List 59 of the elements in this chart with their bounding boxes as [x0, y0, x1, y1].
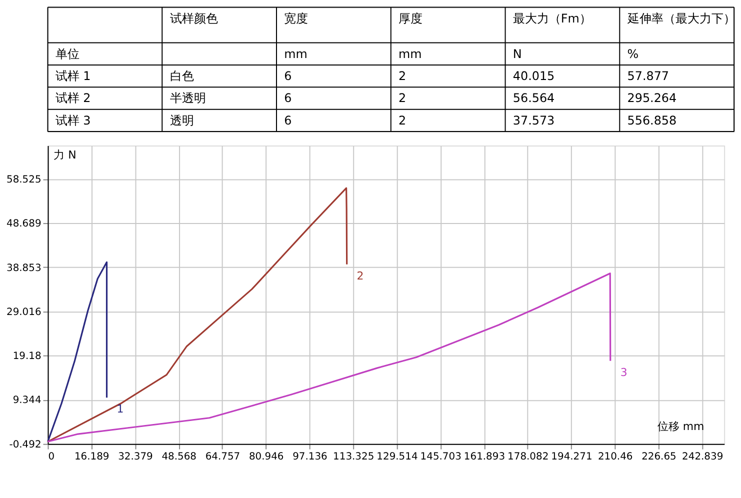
- x-tick-label: 80.946: [248, 451, 284, 462]
- text: 6: [284, 69, 292, 84]
- x-tick-label: 32.379: [118, 451, 153, 462]
- x-tick-label: 97.136: [292, 451, 328, 462]
- x-tick-label: 16.189: [74, 451, 110, 462]
- x-tick-label: 210.46: [598, 451, 633, 462]
- category-label: 延伸率（最大力下）: [626, 11, 736, 26]
- x-tick-label: 129.514: [376, 451, 418, 462]
- category-label: 单位: [55, 46, 80, 61]
- text: 57.877: [627, 69, 669, 84]
- category-label: 试样 3: [55, 113, 91, 128]
- x-tick-label: 145.703: [420, 451, 462, 462]
- text: 37.573: [512, 113, 555, 128]
- x-tick-label: 226.65: [642, 451, 676, 462]
- line-series: [46, 187, 348, 442]
- series-label: 1: [116, 402, 124, 416]
- series-label: 3: [620, 366, 628, 379]
- text: %: [627, 46, 639, 61]
- y-tick-label: 48.689: [6, 218, 42, 230]
- x-tick-label: 113.325: [333, 451, 374, 462]
- x-tick-label: 194.271: [551, 451, 592, 462]
- y-axis-title: 力 N: [54, 148, 76, 162]
- text: mm: [398, 46, 422, 61]
- text: 2: [398, 91, 406, 106]
- text: 半透明: [170, 91, 206, 106]
- y-tick-label: 58.525: [6, 174, 42, 186]
- text: 白色: [170, 69, 194, 84]
- series-label: 2: [356, 269, 364, 282]
- y-tick-label: -0.492: [9, 439, 42, 450]
- text: 6: [284, 113, 292, 128]
- x-tick-label: 48.568: [162, 451, 196, 462]
- text: 40.015: [512, 69, 555, 84]
- text: 2: [398, 69, 406, 84]
- text: 6: [284, 91, 292, 106]
- category-label: 试样颜色: [170, 11, 218, 26]
- category-label: 厚度: [398, 11, 423, 26]
- text: 295.264: [627, 91, 677, 106]
- category-label: 宽度: [284, 11, 308, 26]
- y-tick-label: 29.016: [6, 306, 42, 318]
- line-series: [46, 261, 108, 442]
- x-axis-title: 位移 mm: [657, 420, 704, 433]
- text: 556.858: [627, 113, 677, 128]
- text: 56.564: [512, 91, 555, 106]
- y-tick-label: 9.344: [12, 395, 42, 406]
- x-tick-label: 0: [48, 451, 55, 462]
- category-label: 试样 2: [55, 91, 91, 106]
- y-tick-label: 19.18: [12, 351, 42, 362]
- line-series: [46, 272, 612, 442]
- category-label: 最大力（Fm）: [512, 11, 592, 26]
- x-tick-label: 64.757: [205, 451, 240, 462]
- x-tick-label: 178.082: [508, 451, 549, 462]
- category-label: 试样 1: [55, 69, 91, 84]
- text: mm: [284, 46, 308, 61]
- y-tick-label: 38.853: [6, 262, 42, 274]
- text: N: [512, 46, 522, 61]
- text: 2: [398, 113, 406, 128]
- x-tick-label: 242.839: [682, 451, 724, 462]
- text: 透明: [170, 113, 194, 128]
- x-tick-label: 161.893: [464, 451, 506, 462]
